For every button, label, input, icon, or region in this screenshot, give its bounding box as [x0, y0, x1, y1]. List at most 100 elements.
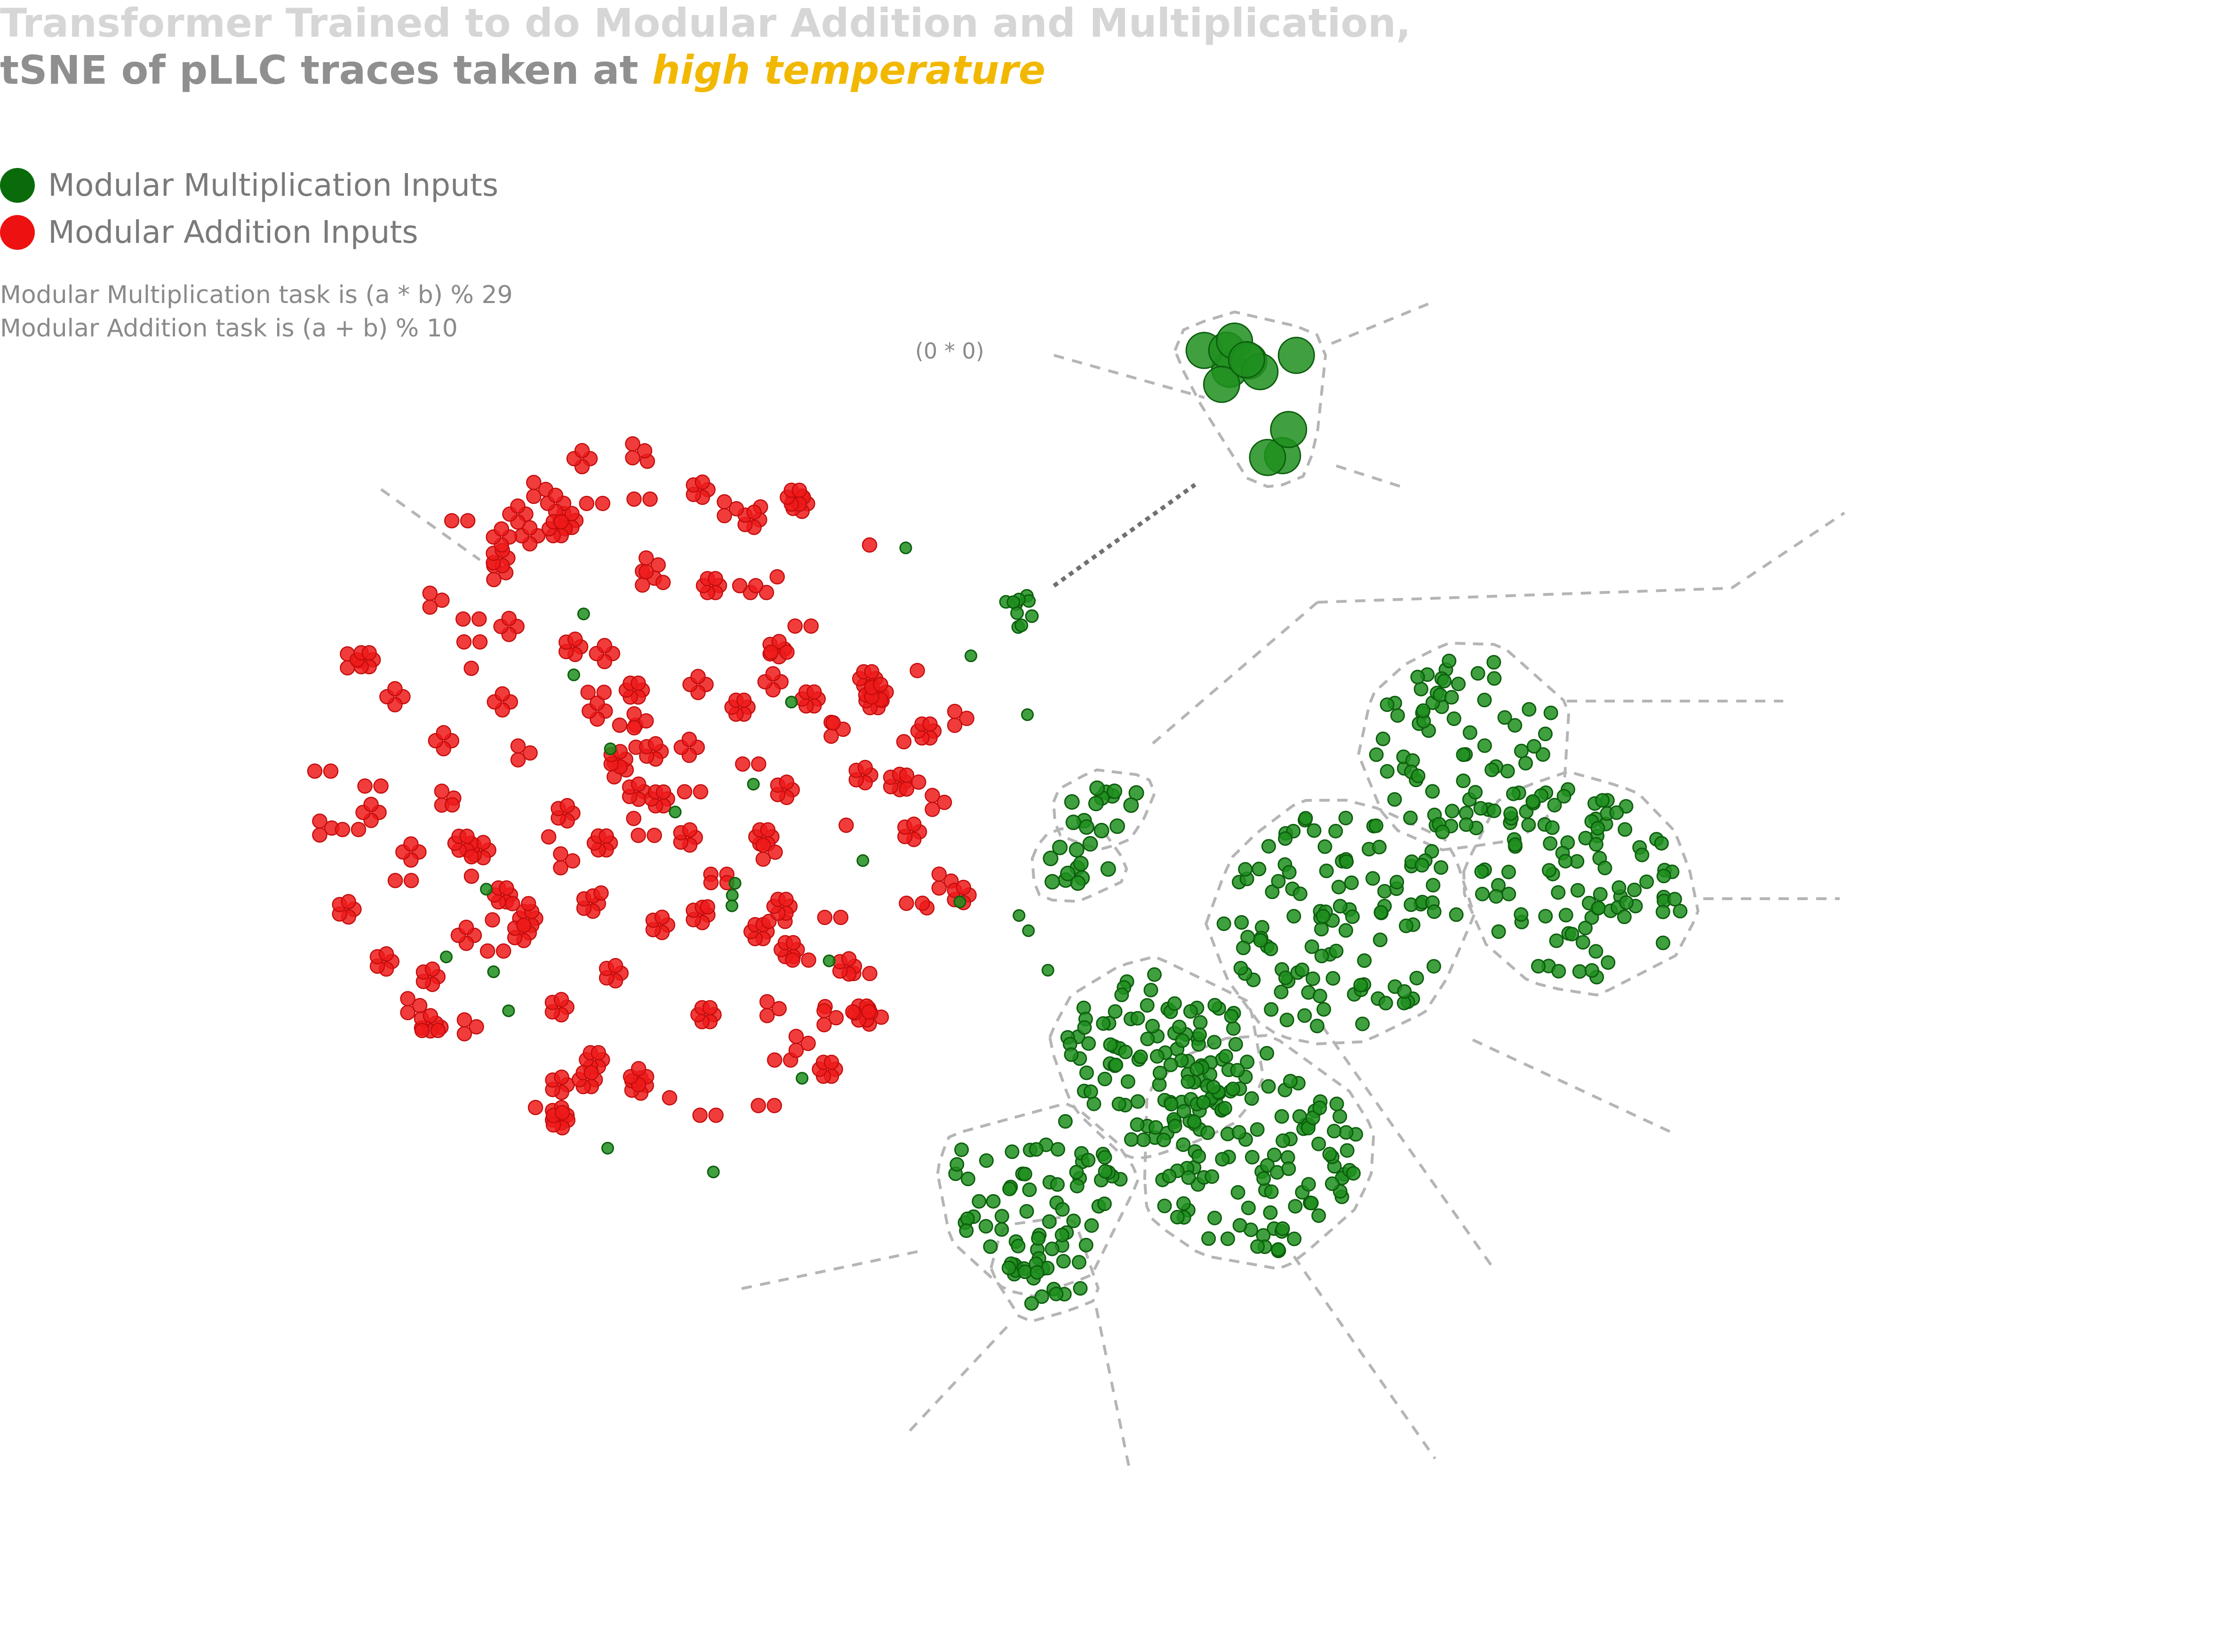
mult-point	[1107, 783, 1123, 799]
mult-point	[1654, 836, 1669, 851]
mult-point	[1526, 739, 1541, 754]
add-point	[403, 836, 419, 852]
add-point	[595, 495, 611, 511]
mult-point	[1267, 1148, 1282, 1162]
mult-point	[1514, 743, 1529, 758]
add-point	[862, 966, 878, 982]
add-point	[593, 885, 609, 901]
add-point	[767, 1052, 782, 1068]
mult-point	[1143, 982, 1158, 998]
mult-point	[1148, 1120, 1163, 1135]
add-point	[748, 578, 764, 593]
add-point	[495, 686, 511, 702]
add-point	[414, 1022, 430, 1038]
add-point	[708, 1107, 724, 1123]
add-point	[378, 946, 394, 962]
add-point	[755, 851, 771, 867]
mult-point	[1316, 1002, 1331, 1017]
mult-point	[1203, 366, 1240, 403]
add-point	[564, 506, 580, 521]
mult-point	[1278, 831, 1293, 846]
mult-point	[1531, 959, 1546, 974]
add-point	[307, 763, 323, 779]
add-point	[463, 868, 479, 884]
mult-point	[1088, 796, 1104, 812]
mult-point	[1207, 998, 1222, 1013]
mult-point	[1588, 837, 1604, 852]
leader-line-0	[1053, 354, 1205, 399]
add-point	[625, 450, 640, 466]
mult-point	[1305, 1110, 1320, 1125]
mult-point	[440, 950, 453, 964]
mult-point	[1042, 1214, 1057, 1229]
mult-point	[1656, 869, 1671, 884]
add-point	[597, 638, 613, 654]
mult-point	[726, 889, 739, 902]
leader-lines	[380, 300, 1845, 1468]
mult-point	[1181, 1074, 1196, 1089]
mult-point	[1049, 1286, 1064, 1301]
mult-point	[1373, 905, 1388, 920]
leader-line-13	[738, 1250, 918, 1291]
mult-point	[1205, 1169, 1220, 1184]
mult-point	[1078, 1237, 1093, 1253]
mult-point	[1497, 710, 1512, 725]
mult-point	[1078, 819, 1094, 835]
mult-point	[1538, 726, 1553, 742]
mult-point	[1316, 909, 1331, 924]
add-point	[312, 827, 327, 843]
add-point	[637, 443, 653, 459]
mult-point	[1096, 1016, 1111, 1031]
mult-point	[1414, 858, 1429, 873]
mult-point	[986, 1194, 1001, 1209]
add-point	[806, 684, 822, 700]
mult-point	[1252, 862, 1267, 877]
mult-point	[728, 877, 742, 890]
add-point	[845, 1004, 861, 1020]
mult-point	[1558, 854, 1573, 869]
mult-point	[1434, 860, 1449, 875]
note-multiplication-task: Modular Multiplication task is (a * b) %…	[0, 281, 513, 309]
add-point	[510, 738, 526, 754]
add-point	[312, 813, 327, 829]
add-point	[434, 783, 450, 799]
mult-point	[1060, 865, 1076, 881]
add-point	[456, 1026, 472, 1042]
add-point	[463, 849, 479, 865]
mult-point	[994, 1222, 1009, 1237]
mult-point	[1045, 1241, 1060, 1256]
legend-item-addition: Modular Addition Inputs	[0, 214, 418, 250]
leader-line-5	[1152, 601, 1318, 745]
mult-point	[1181, 1170, 1196, 1185]
mult-point	[1304, 939, 1319, 954]
add-point	[746, 504, 762, 520]
mult-point	[1578, 830, 1593, 846]
mult-point	[1058, 1114, 1073, 1129]
mult-point	[1380, 764, 1395, 779]
mult-point	[1216, 916, 1231, 931]
add-point	[925, 788, 940, 803]
mult-point	[1570, 883, 1585, 898]
mult-point	[1187, 1114, 1202, 1129]
mult-point	[1270, 411, 1308, 448]
mult-point	[1098, 1164, 1113, 1179]
mult-point	[1055, 1202, 1070, 1217]
add-point	[444, 797, 460, 813]
mult-point	[1176, 1104, 1191, 1119]
add-point	[554, 1069, 569, 1085]
add-point	[607, 958, 623, 974]
add-point	[700, 899, 716, 915]
mult-point	[1475, 886, 1490, 902]
mult-point	[1050, 1177, 1065, 1192]
mult-point	[1346, 1166, 1361, 1181]
mult-point	[1226, 1081, 1240, 1096]
mult-point	[1013, 909, 1026, 922]
mult-point	[1477, 738, 1492, 753]
mult-point	[1588, 944, 1604, 959]
cluster-hull-mult-lower-left	[1048, 955, 1265, 1159]
mult-point	[1014, 618, 1029, 632]
add-point	[630, 1061, 646, 1077]
mult-point	[1369, 818, 1384, 833]
mult-point	[1339, 1125, 1354, 1140]
